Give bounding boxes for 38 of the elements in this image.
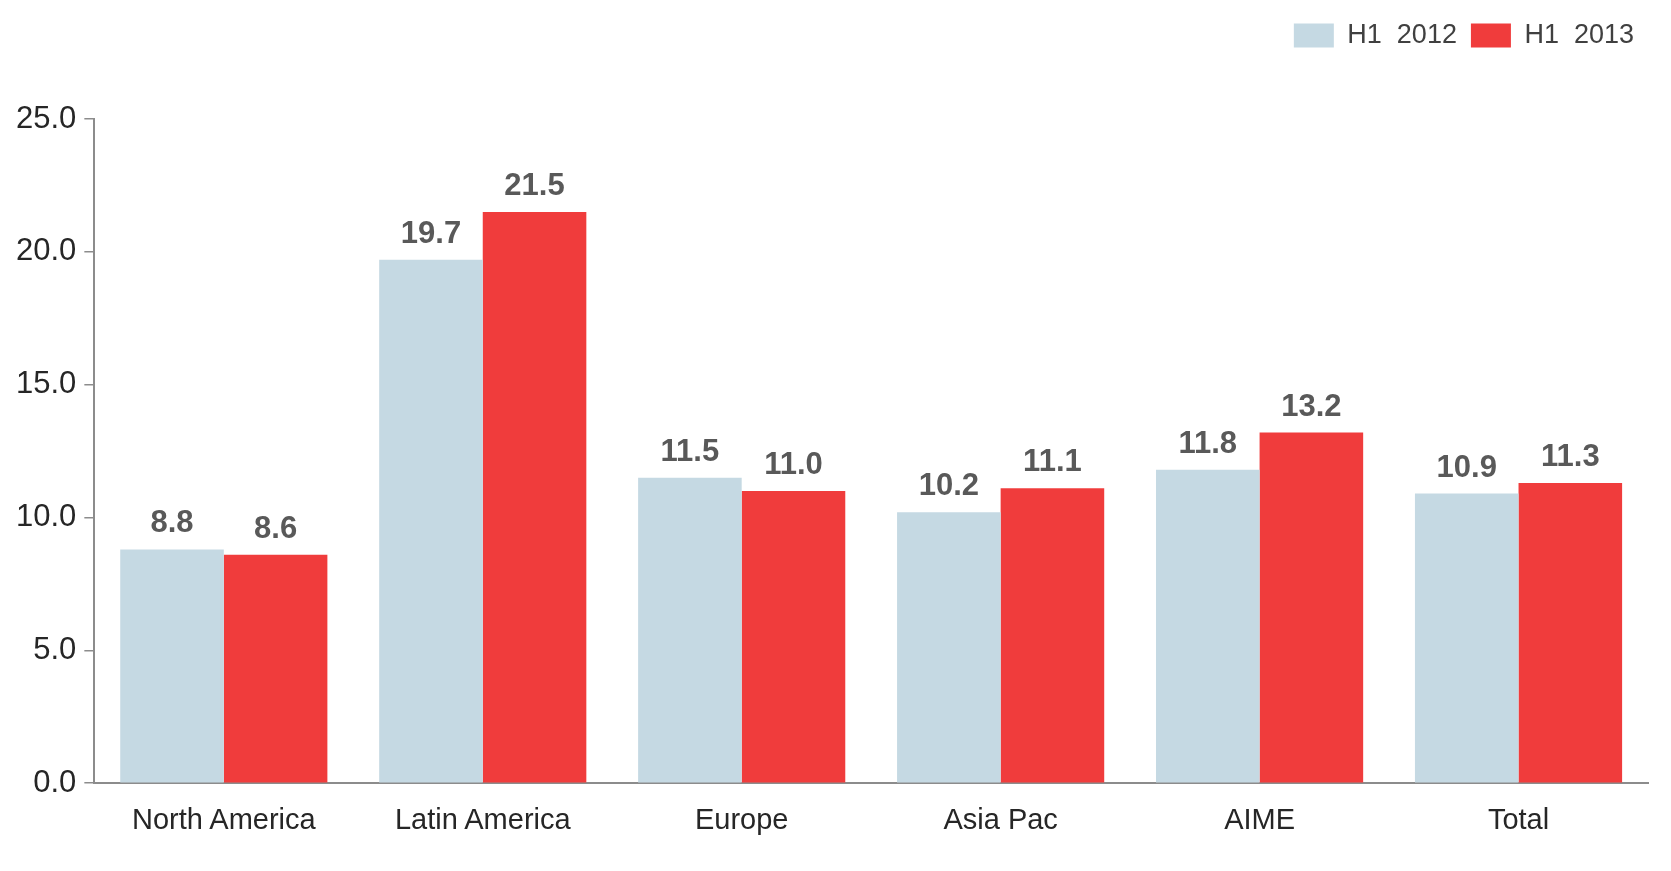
y-tick-label: 25.0 <box>15 99 77 135</box>
data-label: 11.5 <box>660 432 720 468</box>
bar <box>379 259 483 783</box>
data-label: 11.8 <box>1178 424 1238 460</box>
bar <box>1000 488 1105 783</box>
bar <box>1518 482 1623 783</box>
data-label: 8.8 <box>150 504 194 540</box>
bar <box>120 549 224 783</box>
data-label: 10.2 <box>918 467 980 503</box>
x-tick-label: Latin America <box>394 802 572 835</box>
bar <box>741 490 846 783</box>
bar <box>223 554 328 783</box>
data-label: 11.0 <box>764 446 823 481</box>
x-tick-label: Asia Pac <box>943 802 1058 835</box>
x-tick-label: Total <box>1487 802 1550 835</box>
legend-label: H1 2013 <box>1524 18 1635 49</box>
x-tick-label: AIME <box>1224 802 1296 835</box>
data-label: 8.6 <box>254 509 298 545</box>
y-tick-label: 15.0 <box>15 365 77 401</box>
bar <box>1156 469 1260 783</box>
data-label: 21.5 <box>504 167 565 203</box>
data-label: 13.2 <box>1281 387 1342 423</box>
y-tick-label: 20.0 <box>15 232 77 268</box>
bar <box>482 211 587 783</box>
data-label: 10.9 <box>1436 448 1497 484</box>
bar <box>1414 493 1519 783</box>
data-label: 19.7 <box>400 214 462 250</box>
data-label: 11.3 <box>1541 438 1600 474</box>
x-tick-label: Europe <box>694 802 789 835</box>
bar <box>638 477 742 783</box>
legend-label: H1 2012 <box>1347 18 1457 49</box>
bar <box>897 512 1001 783</box>
bar <box>1259 432 1364 783</box>
y-tick-label: 5.0 <box>33 630 77 666</box>
data-label: 11.1 <box>1023 443 1082 479</box>
y-tick-label: 0.0 <box>33 763 77 799</box>
x-tick-label: North America <box>131 802 317 835</box>
y-tick-label: 10.0 <box>15 498 77 534</box>
